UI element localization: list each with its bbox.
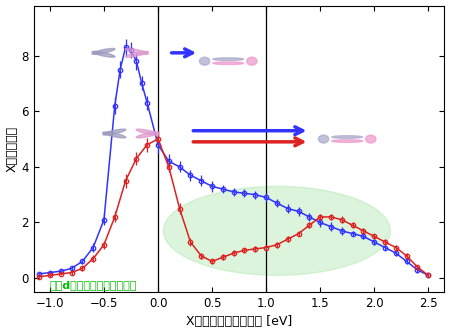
Ellipse shape xyxy=(126,51,148,57)
Ellipse shape xyxy=(136,129,159,135)
Ellipse shape xyxy=(92,48,115,54)
Text: 銅のd軌道状態を変える散乱: 銅のd軌道状態を変える散乱 xyxy=(50,280,137,290)
Ellipse shape xyxy=(103,132,126,138)
Ellipse shape xyxy=(92,51,115,57)
Ellipse shape xyxy=(247,57,257,65)
Ellipse shape xyxy=(213,58,244,60)
Ellipse shape xyxy=(103,129,126,135)
X-axis label: X線のエネルギー変化 [eV]: X線のエネルギー変化 [eV] xyxy=(186,315,292,328)
Ellipse shape xyxy=(365,135,376,143)
Ellipse shape xyxy=(213,62,244,64)
Ellipse shape xyxy=(319,135,328,143)
Ellipse shape xyxy=(126,48,148,54)
Ellipse shape xyxy=(332,136,363,138)
Ellipse shape xyxy=(199,57,210,65)
Ellipse shape xyxy=(136,132,159,138)
Ellipse shape xyxy=(332,140,363,142)
Y-axis label: X線散乱強度: X線散乱強度 xyxy=(5,126,18,172)
Ellipse shape xyxy=(163,186,391,275)
